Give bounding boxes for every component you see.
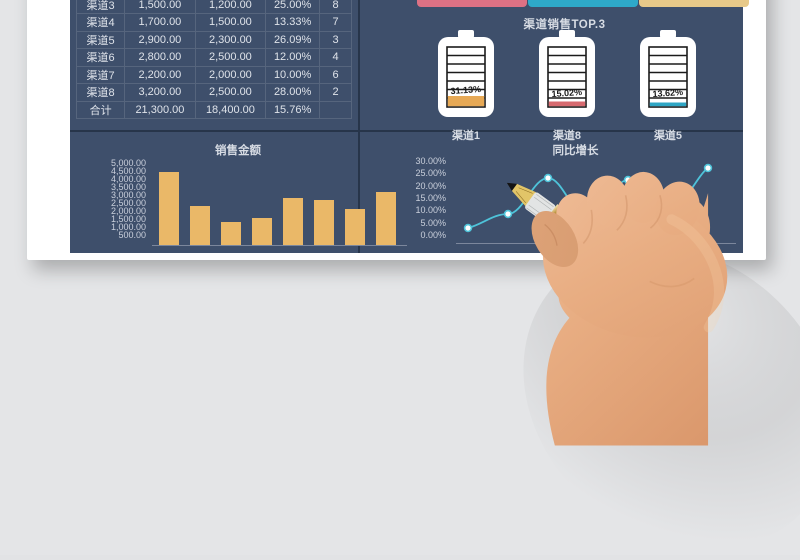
svg-text:13.62%: 13.62% (652, 87, 683, 99)
svg-text:15.02%: 15.02% (551, 87, 582, 99)
svg-text:31.13%: 31.13% (450, 84, 481, 96)
